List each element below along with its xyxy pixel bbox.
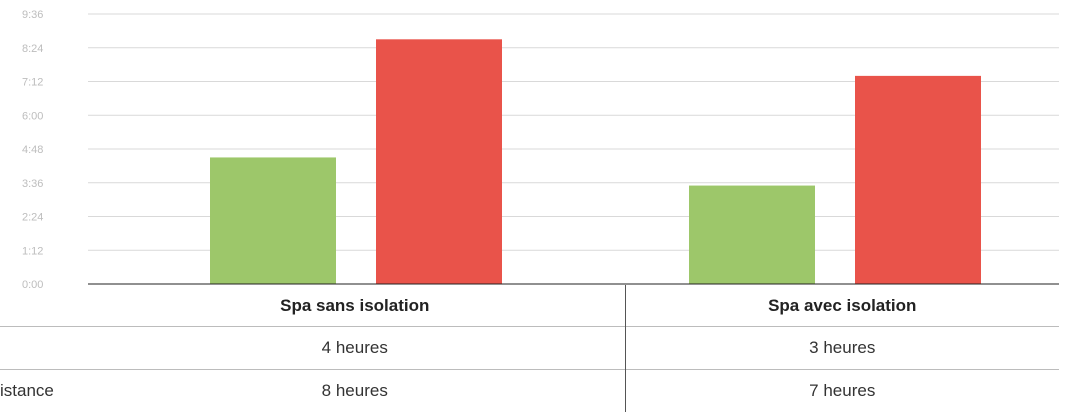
table-header-row: Spa sans isolation Spa avec isolation [0, 285, 1059, 327]
table-cell: 7 heures [625, 369, 1059, 412]
table-cell: 4 heures [85, 326, 626, 370]
y-tick-label: 3:36 [22, 178, 43, 190]
bar [376, 39, 502, 284]
y-tick-label: 6:00 [22, 110, 43, 122]
bar [689, 185, 815, 284]
y-tick-label: 2:24 [22, 212, 43, 224]
y-tick-label: 7:12 [22, 77, 43, 89]
bar-chart: 0:00 1:12 2:24 3:36 4:48 6:00 7:12 8:24 9:36 [22, 9, 1059, 290]
data-table: Spa sans isolation Spa avec isolation 4 … [0, 285, 1059, 412]
y-tick-label: 8:24 [22, 43, 43, 55]
column-header: Spa avec isolation [768, 295, 917, 315]
row-label-cell: istance [0, 369, 85, 412]
table-row: 4 heures 3 heures [0, 326, 1059, 370]
table-row: istance 8 heures 7 heures [0, 369, 1059, 412]
table-corner-cell [0, 285, 85, 327]
table-cell: 8 heures [85, 369, 626, 412]
y-tick-label: 4:48 [22, 144, 43, 156]
bar [210, 157, 336, 284]
y-tick-label: 9:36 [22, 9, 43, 21]
row-label-cell [0, 326, 85, 370]
y-axis-ticks: 0:00 1:12 2:24 3:36 4:48 6:00 7:12 8:24 9:36 [22, 9, 43, 290]
bar [855, 75, 981, 284]
table-cell: 3 heures [625, 326, 1059, 370]
y-tick-label: 0:00 [22, 279, 43, 290]
y-tick-label: 1:12 [22, 245, 43, 257]
row-label: istance [0, 381, 54, 400]
bars [210, 39, 981, 284]
column-header: Spa sans isolation [85, 285, 626, 327]
